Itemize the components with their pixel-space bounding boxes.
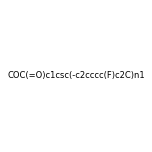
- Text: COC(=O)c1csc(-c2cccc(F)c2C)n1: COC(=O)c1csc(-c2cccc(F)c2C)n1: [7, 71, 145, 81]
